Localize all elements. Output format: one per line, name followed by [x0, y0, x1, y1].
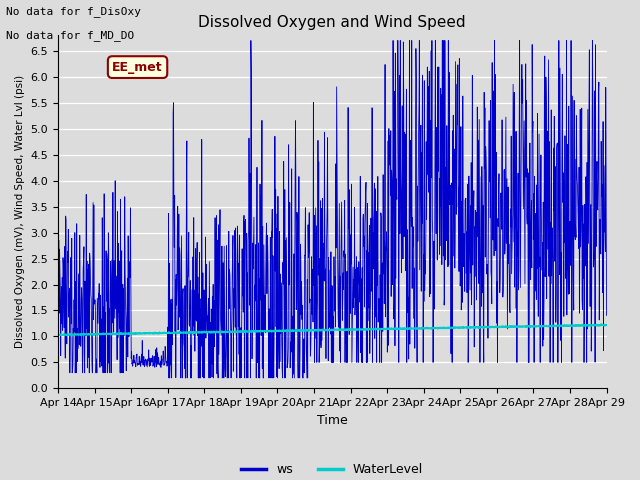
Line: ws: ws	[58, 40, 607, 378]
WaterLevel	[418, 325, 426, 331]
WaterLevel	[63, 332, 70, 338]
ws	[603, 312, 611, 318]
X-axis label: Time: Time	[317, 414, 348, 427]
Text: EE_met: EE_met	[112, 60, 163, 73]
ws	[163, 359, 170, 364]
WaterLevel	[163, 330, 171, 336]
Y-axis label: Dissolved Oxygen (mV), Wind Speed, Water Lvl (psi): Dissolved Oxygen (mV), Wind Speed, Water…	[15, 75, 25, 348]
ws	[238, 302, 246, 308]
WaterLevel	[490, 324, 497, 330]
ws	[165, 375, 173, 381]
WaterLevel	[54, 332, 62, 338]
WaterLevel	[598, 322, 605, 327]
ws	[54, 256, 62, 262]
ws	[247, 37, 255, 43]
WaterLevel	[177, 329, 184, 335]
WaterLevel	[238, 329, 246, 335]
Line: WaterLevel: WaterLevel	[58, 324, 607, 335]
Text: No data for f_DisOxy: No data for f_DisOxy	[6, 6, 141, 17]
Text: No data for f_MD_DO: No data for f_MD_DO	[6, 30, 134, 41]
ws	[177, 302, 184, 308]
Title: Dissolved Oxygen and Wind Speed: Dissolved Oxygen and Wind Speed	[198, 15, 466, 30]
Legend: ws, WaterLevel: ws, WaterLevel	[236, 458, 428, 480]
WaterLevel	[603, 322, 611, 328]
ws	[418, 220, 426, 226]
ws	[538, 267, 546, 273]
WaterLevel	[538, 324, 545, 329]
ws	[490, 88, 497, 94]
